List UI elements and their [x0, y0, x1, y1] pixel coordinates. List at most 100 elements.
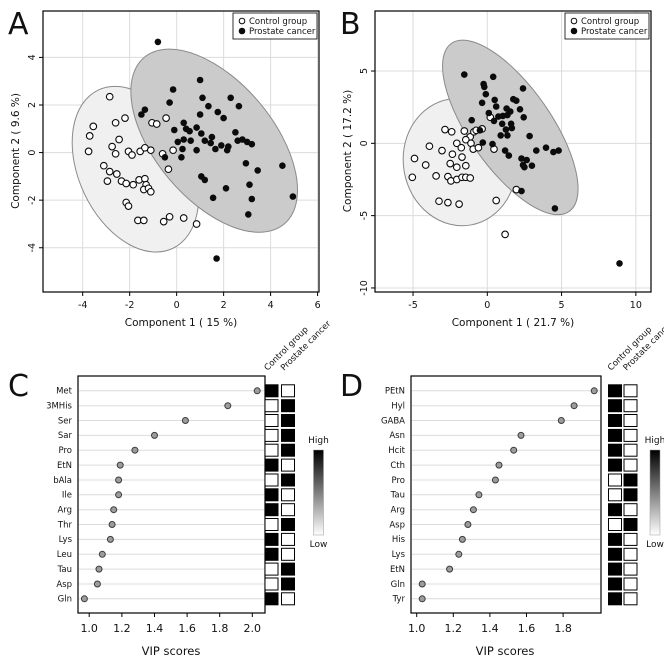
vip-score-dot [570, 402, 578, 410]
x-axis-title: Component 1 ( 21.7 %) [452, 317, 575, 329]
heat-tile-cancer [281, 443, 295, 457]
heat-tile-cancer [623, 428, 638, 442]
data-point-cancer [481, 83, 488, 91]
data-point-control [111, 149, 120, 158]
x-axis-title: Component 1 ( 15 %) [125, 317, 238, 329]
heat-tile-cancer [281, 503, 295, 517]
data-point-control [146, 187, 155, 196]
data-point-cancer [209, 194, 217, 202]
data-point-cancer [174, 138, 182, 146]
metabolite-label: Lys [392, 550, 406, 560]
data-point-control [421, 161, 430, 169]
metabolite-label: Pro [59, 446, 73, 456]
x-tick-label: 6 [315, 300, 321, 311]
data-point-cancer [492, 103, 500, 110]
heat-tile-cancer [623, 473, 638, 487]
x-tick-label: 1.0 [408, 622, 426, 635]
data-point-cancer [491, 96, 499, 104]
x-tick-label: 1.8 [554, 622, 572, 635]
data-point-cancer [289, 193, 297, 200]
x-tick-label: 0 [484, 300, 490, 311]
x-tick-label: 1.8 [211, 622, 229, 635]
confidence-ellipse-cancer [130, 48, 299, 233]
heat-tile-control [264, 562, 279, 576]
data-point-cancer [533, 147, 540, 154]
x-tick-label: 1.2 [113, 622, 131, 635]
heat-tile-cancer [623, 532, 638, 546]
heat-tile-cancer [623, 399, 638, 413]
metabolite-label: Asp [389, 520, 405, 530]
data-point-control [169, 146, 177, 155]
data-point-control [129, 180, 138, 189]
data-point-control [474, 143, 483, 152]
data-point-control [164, 165, 173, 174]
heat-tile-control [264, 547, 279, 561]
legend-marker-control [238, 17, 246, 25]
data-point-control [460, 127, 469, 135]
data-point-cancer [227, 94, 234, 102]
metabolite-label: Cth [390, 461, 405, 471]
heat-tile-control [264, 488, 279, 502]
vip-score-dot [557, 417, 565, 424]
heat-tile-cancer [281, 518, 295, 531]
heat-tile-control [608, 592, 622, 606]
metabolite-label: Pro [392, 476, 406, 486]
heat-tile-cancer [623, 592, 638, 606]
heat-tile-control [264, 428, 279, 442]
heat-tile-cancer [623, 414, 638, 427]
data-point-cancer [208, 133, 216, 141]
data-point-control [410, 154, 419, 163]
vip-score-dot [418, 595, 426, 603]
data-point-cancer [513, 97, 520, 104]
vip-score-dot [93, 580, 101, 588]
heat-tile-control [264, 384, 279, 398]
scale-high-label: High [308, 436, 329, 446]
data-point-cancer [161, 154, 169, 161]
heat-tile-control [608, 414, 622, 427]
data-point-cancer [489, 73, 497, 81]
data-point-cancer [478, 99, 486, 107]
y-tick-label: -5 [359, 211, 370, 220]
data-point-control [446, 159, 455, 168]
x-tick-label: 0 [174, 300, 180, 311]
data-point-cancer [180, 119, 187, 127]
data-point-cancer [279, 162, 286, 169]
data-point-control [115, 135, 123, 144]
data-point-cancer [198, 130, 205, 137]
data-point-cancer [207, 139, 214, 147]
heat-tile-cancer [623, 547, 638, 561]
heat-tile-cancer [623, 458, 638, 472]
data-point-control [112, 170, 121, 178]
plot-border [374, 10, 652, 293]
data-point-cancer [520, 114, 527, 121]
heat-tile-cancer [281, 473, 295, 487]
data-point-control [139, 216, 148, 225]
heat-tile-control [264, 592, 279, 606]
x-tick-label: 10 [630, 300, 642, 311]
heat-tile-cancer [623, 562, 638, 576]
data-point-control [501, 230, 509, 239]
vip-score-dot [491, 476, 499, 484]
vip-score-dot [151, 431, 158, 439]
data-point-cancer [551, 205, 559, 212]
data-point-control [108, 142, 116, 151]
data-point-cancer [232, 129, 239, 136]
data-point-cancer [504, 132, 511, 139]
heat-tile-cancer [623, 384, 638, 398]
metabolite-label: Hyl [391, 402, 405, 412]
metabolite-label: Met [56, 387, 73, 397]
data-point-control [152, 120, 161, 128]
data-point-control [192, 220, 201, 228]
plot-border [42, 10, 320, 293]
data-point-cancer [245, 211, 252, 218]
vip-score-dot [469, 506, 477, 514]
scale-high-label: High [645, 436, 664, 446]
vip-score-dot [475, 491, 483, 499]
y-tick-label: -10 [359, 280, 370, 296]
vip-score-dot [455, 550, 463, 558]
data-point-control [121, 114, 129, 122]
data-point-cancer [201, 176, 209, 184]
data-point-cancer [519, 85, 527, 92]
metabolite-label: 3MHis [46, 402, 72, 412]
metabolite-label: Tyr [392, 595, 406, 605]
